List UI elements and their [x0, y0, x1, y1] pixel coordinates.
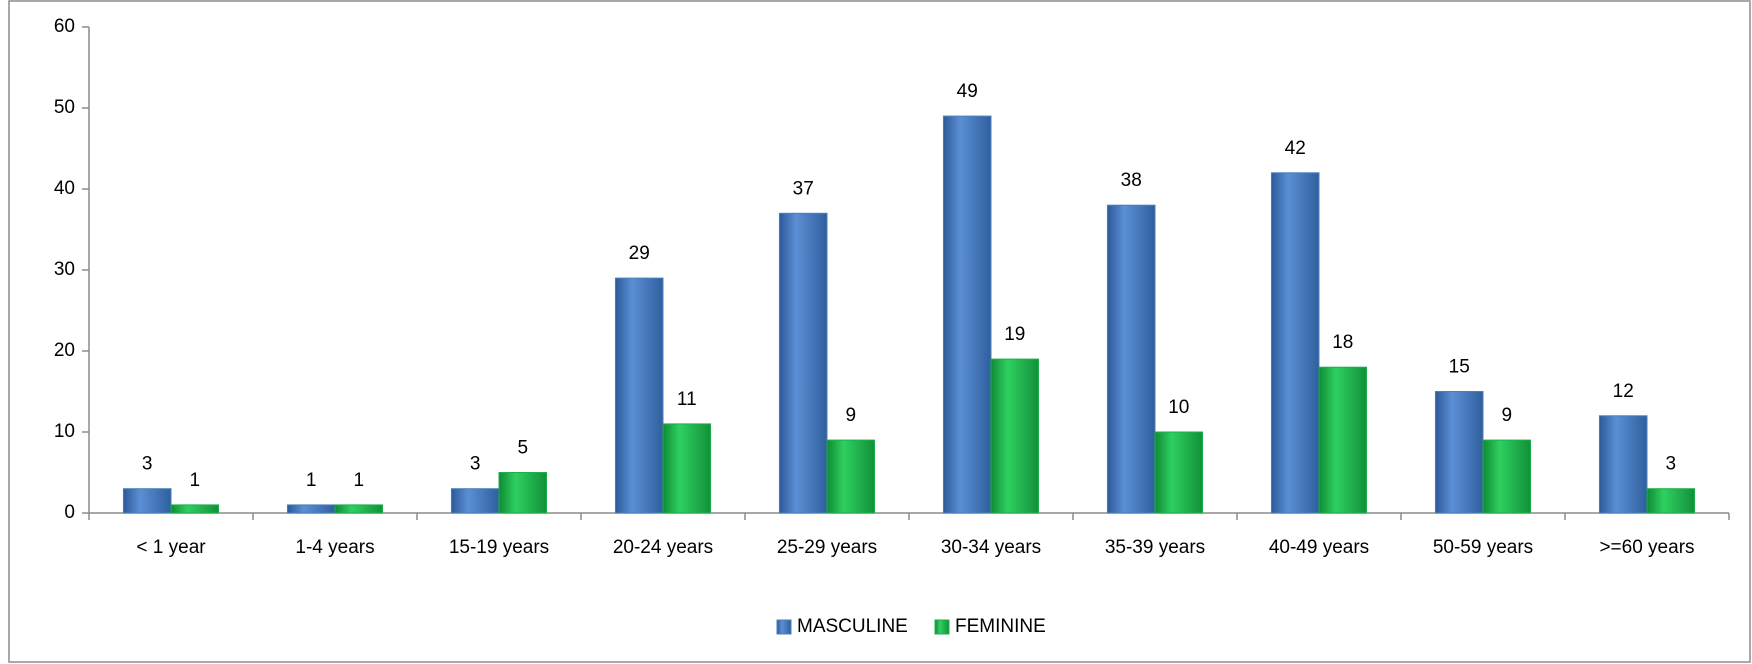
bar	[990, 358, 1040, 514]
value-label: 18	[1332, 332, 1353, 353]
x-tick-label: 40-49 years	[1269, 537, 1369, 558]
bar	[286, 504, 336, 514]
bar	[826, 439, 876, 514]
value-label: 3	[1665, 454, 1676, 475]
value-label: 9	[1501, 405, 1512, 426]
y-tick-label: 0	[64, 502, 75, 523]
x-tick-label: 15-19 years	[449, 537, 549, 558]
bar	[122, 488, 172, 514]
bar	[1598, 415, 1648, 514]
value-label: 12	[1613, 381, 1634, 402]
value-label: 1	[353, 470, 364, 491]
bar	[942, 115, 992, 514]
value-label: 15	[1449, 357, 1470, 378]
x-tick-label: 35-39 years	[1105, 537, 1205, 558]
bar	[498, 472, 548, 514]
value-label: 9	[845, 405, 856, 426]
x-tick-label: 50-59 years	[1433, 537, 1533, 558]
value-label: 37	[793, 178, 814, 199]
bar	[614, 277, 664, 514]
value-label: 19	[1004, 324, 1025, 345]
value-label: 10	[1168, 397, 1189, 418]
legend-swatch	[934, 619, 950, 635]
value-label: 5	[517, 438, 528, 459]
bar	[334, 504, 384, 514]
bar	[1106, 204, 1156, 514]
x-tick-label: 1-4 years	[295, 537, 374, 558]
value-label: 49	[957, 81, 978, 102]
x-tick-label: 25-29 years	[777, 537, 877, 558]
legend-swatch	[776, 619, 792, 635]
x-tick-label: >=60 years	[1599, 537, 1694, 558]
y-tick-label: 50	[54, 97, 75, 118]
value-label: 1	[306, 470, 317, 491]
x-tick-label: 20-24 years	[613, 537, 713, 558]
bar	[1482, 439, 1532, 514]
x-tick-label: < 1 year	[136, 537, 206, 558]
value-label: 1	[189, 470, 200, 491]
y-tick-label: 20	[54, 340, 75, 361]
y-tick-label: 60	[54, 16, 75, 37]
bar	[1270, 172, 1320, 514]
legend-label: MASCULINE	[797, 616, 908, 637]
bar	[1434, 391, 1484, 514]
value-label: 42	[1285, 138, 1306, 159]
bar	[1154, 431, 1204, 514]
bar	[170, 504, 220, 514]
y-tick-label: 30	[54, 259, 75, 280]
bar	[778, 212, 828, 514]
y-tick-label: 10	[54, 421, 75, 442]
value-label: 3	[470, 454, 481, 475]
bar	[662, 423, 712, 514]
bar	[1318, 366, 1368, 514]
x-tick-label: 30-34 years	[941, 537, 1041, 558]
bar	[450, 488, 500, 514]
value-label: 3	[142, 454, 153, 475]
y-tick-label: 40	[54, 178, 75, 199]
legend-label: FEMININE	[955, 616, 1046, 637]
chart-frame	[8, 0, 1751, 663]
bar	[1646, 488, 1696, 514]
value-label: 11	[677, 389, 697, 410]
value-label: 38	[1121, 170, 1142, 191]
value-label: 29	[629, 243, 650, 264]
